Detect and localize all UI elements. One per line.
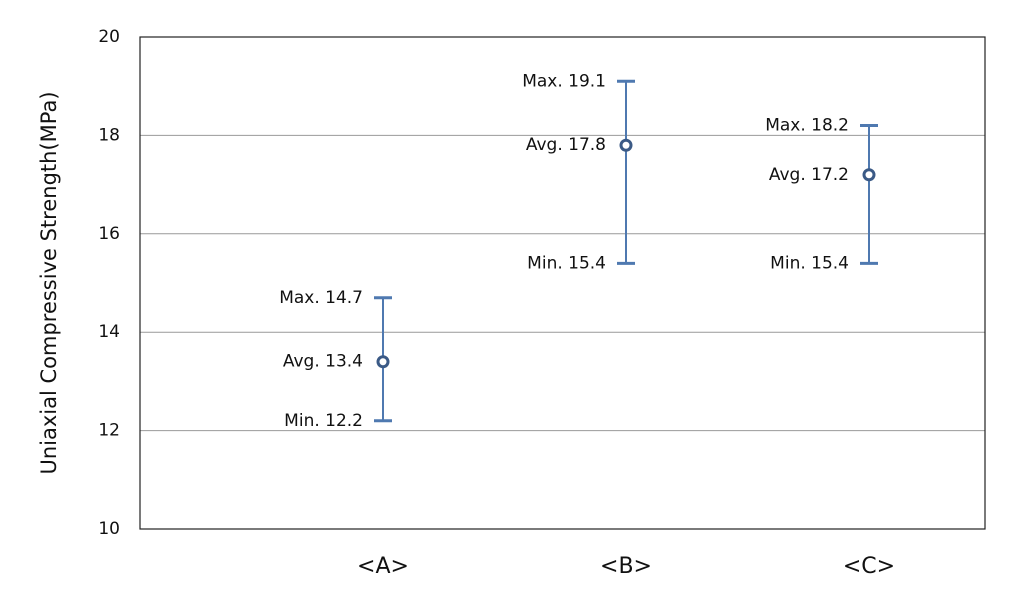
y-tick-label: 12 <box>98 421 120 441</box>
y-tick-label: 18 <box>98 125 120 145</box>
x-tick-label: <B> <box>600 554 652 579</box>
data-label: Min. 15.4 <box>770 253 849 273</box>
y-tick-label: 14 <box>98 322 120 342</box>
data-label: Max. 18.2 <box>765 116 849 136</box>
avg-marker <box>376 355 390 369</box>
data-label: Min. 15.4 <box>527 253 606 273</box>
data-label: Avg. 13.4 <box>283 352 363 372</box>
y-tick-label: 10 <box>98 519 120 539</box>
data-label: Avg. 17.2 <box>769 165 849 185</box>
x-tick-label: <C> <box>843 554 895 579</box>
data-label: Max. 19.1 <box>522 71 606 91</box>
avg-marker <box>862 168 876 182</box>
data-label: Min. 12.2 <box>284 411 363 431</box>
y-tick-label: 20 <box>98 27 120 47</box>
data-label: Avg. 17.8 <box>526 135 606 155</box>
avg-marker <box>619 138 633 152</box>
y-axis-label: Uniaxial Compressive Strength(MPa) <box>37 91 61 474</box>
data-label: Max. 14.7 <box>279 288 363 308</box>
plot-border <box>139 36 986 530</box>
y-tick-label: 16 <box>98 224 120 244</box>
x-tick-label: <A> <box>357 554 409 579</box>
